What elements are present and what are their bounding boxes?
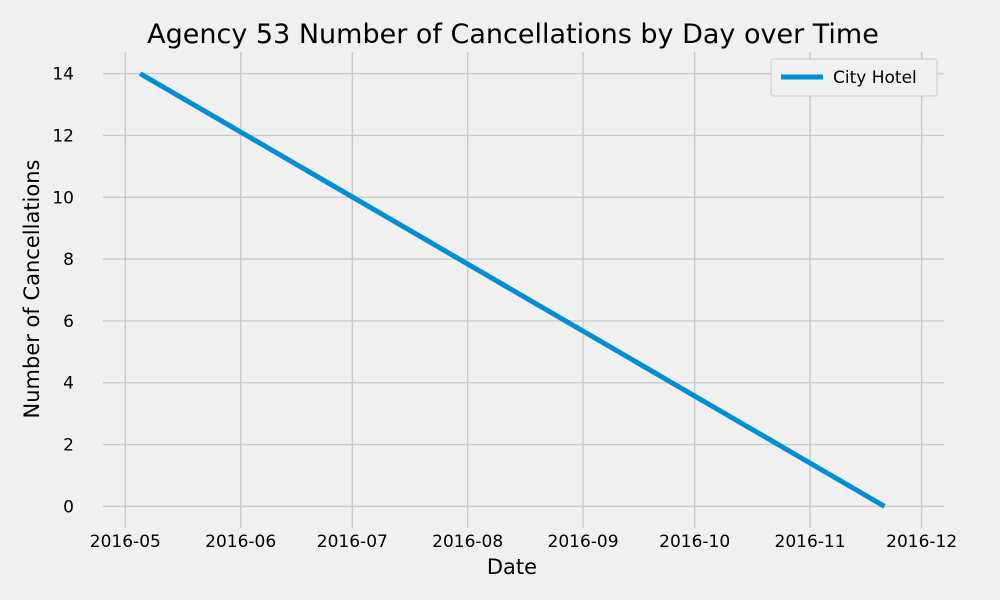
legend: City Hotel (770, 58, 938, 97)
legend-label-city-hotel: City Hotel (833, 68, 917, 88)
x-tick-label: 2016-12 (886, 532, 957, 552)
tick-labels: 0 2 4 6 8 10 12 14 2016-05 2016-06 2016-07 2016-08 2… (52, 65, 957, 552)
y-tick-label: 14 (52, 65, 74, 85)
y-tick-label: 0 (63, 497, 74, 517)
x-tick-label: 2016-05 (90, 532, 161, 552)
series-layer (138, 71, 886, 509)
x-axis-label: Date (487, 555, 537, 579)
y-tick-label: 6 (63, 312, 74, 332)
x-tick-label: 2016-11 (775, 532, 846, 552)
x-tick-label: 2016-07 (317, 532, 388, 552)
y-tick-label: 4 (63, 374, 74, 394)
y-axis-label: Number of Cancellations (20, 160, 44, 419)
y-tick-label: 8 (63, 250, 74, 270)
y-tick-label: 2 (63, 436, 74, 456)
x-tick-label: 2016-08 (432, 532, 503, 552)
chart-title: Agency 53 Number of Cancellations by Day… (147, 19, 879, 50)
y-tick-label: 12 (52, 126, 74, 146)
x-tick-label: 2016-06 (205, 532, 276, 552)
grid (103, 52, 944, 528)
x-tick-label: 2016-10 (659, 532, 730, 552)
series-line-0 (138, 71, 886, 509)
legend-box (770, 58, 938, 97)
x-tick-label: 2016-09 (548, 532, 619, 552)
y-tick-label: 10 (52, 188, 74, 208)
